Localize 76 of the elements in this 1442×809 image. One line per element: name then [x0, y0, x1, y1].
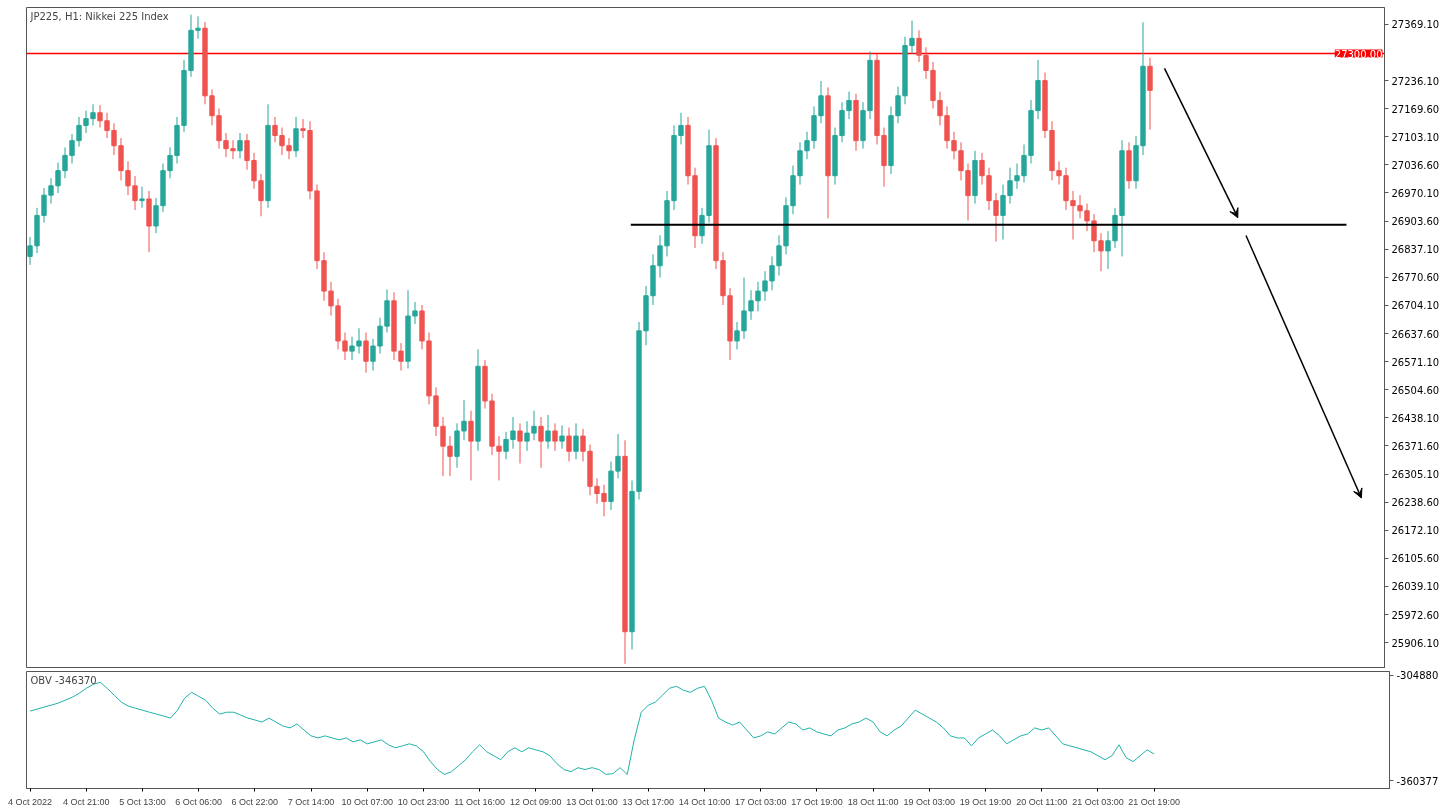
x-tick-label: 17 Oct 19:00: [791, 796, 843, 807]
candlestick: [370, 338, 376, 372]
candlestick: [27, 236, 33, 266]
x-tick-label: 6 Oct 06:00: [175, 796, 222, 807]
candlestick: [468, 410, 474, 481]
x-tick-label: 17 Oct 03:00: [734, 796, 787, 807]
candlestick: [461, 399, 467, 441]
y-tick-label: 27036.60: [1391, 159, 1440, 171]
x-tick-label: 5 Oct 13:00: [119, 796, 166, 807]
y-tick-label: 26438.10: [1391, 412, 1440, 424]
candlestick: [139, 186, 145, 209]
x-tick-label: 13 Oct 01:00: [566, 796, 618, 807]
candlestick: [412, 301, 418, 325]
y-tick-label: 25906.10: [1391, 637, 1440, 649]
x-tick-label: 11 Oct 16:00: [454, 796, 506, 807]
candlestick: [293, 116, 299, 158]
y-tick-label: 25972.60: [1391, 609, 1440, 621]
y-tick-label: -304880: [1396, 670, 1439, 682]
x-tick-label: 14 Oct 10:00: [678, 796, 731, 807]
x-tick-label: 18 Oct 11:00: [847, 796, 899, 807]
x-tick-label: 4 Oct 21:00: [62, 796, 110, 807]
candlestick: [531, 410, 537, 441]
chart-title: OBV -346370: [30, 674, 97, 686]
candlestick: [538, 416, 544, 469]
y-tick-label: 26837.10: [1391, 244, 1440, 256]
candlestick: [573, 422, 579, 460]
x-tick-label: 7 Oct 14:00: [287, 796, 335, 807]
candlestick: [377, 317, 383, 355]
candlestick: [566, 427, 572, 462]
candlestick: [342, 332, 348, 361]
x-tick-label: 12 Oct 09:00: [510, 796, 562, 807]
y-tick-label: 26172.10: [1391, 525, 1440, 537]
x-tick-label: 4 Oct 2022: [8, 796, 53, 807]
y-tick-label: -360377: [1396, 775, 1439, 787]
y-tick-label: 26238.60: [1391, 497, 1440, 509]
y-tick-label: 26504.60: [1391, 384, 1440, 396]
candlestick: [552, 422, 558, 452]
x-tick-label: 21 Oct 03:00: [1072, 796, 1124, 807]
candlestick: [356, 327, 362, 355]
chart-title: JP225, H1: Nikkei 225 Index: [29, 10, 169, 22]
candlestick: [398, 342, 404, 372]
x-tick-label: 19 Oct 19:00: [959, 796, 1012, 807]
candlestick: [237, 132, 243, 159]
candlestick: [762, 270, 768, 302]
x-tick-label: 13 Oct 17:00: [622, 796, 675, 807]
candlestick: [524, 420, 530, 452]
x-tick-label: 6 Oct 22:00: [231, 796, 279, 807]
y-tick-label: 26039.10: [1391, 581, 1440, 593]
x-tick-label: 21 Oct 19:00: [1128, 796, 1180, 807]
y-tick-label: 27103.10: [1391, 131, 1440, 143]
y-tick-label: 26371.60: [1391, 440, 1440, 452]
y-tick-label: 26970.10: [1391, 187, 1440, 199]
y-tick-label: 26637.60: [1391, 328, 1440, 340]
candlestick: [517, 422, 523, 465]
candlestick: [132, 175, 138, 211]
y-tick-label: 27369.10: [1391, 19, 1440, 31]
candlestick: [615, 433, 621, 479]
candlestick: [559, 424, 565, 450]
x-tick-label: 10 Oct 23:00: [397, 796, 450, 807]
candlestick: [349, 336, 355, 361]
y-tick-label: 26770.60: [1391, 272, 1440, 284]
y-tick-label: 26903.60: [1391, 216, 1440, 228]
y-tick-label: 27169.60: [1391, 103, 1440, 115]
x-tick-label: 10 Oct 07:00: [341, 796, 394, 807]
y-tick-label: 26305.10: [1391, 469, 1440, 481]
x-tick-label: 19 Oct 03:00: [903, 796, 956, 807]
candlestick: [363, 332, 369, 374]
y-tick-label: 26105.60: [1391, 553, 1440, 565]
x-tick-label: 20 Oct 11:00: [1016, 796, 1068, 807]
y-tick-label: 26571.10: [1391, 356, 1440, 368]
y-tick-label: 26704.10: [1391, 300, 1440, 312]
candlestick: [328, 281, 334, 317]
ref-line-label: 27300.00: [1334, 48, 1383, 60]
candlestick: [48, 177, 54, 205]
y-tick-label: 27236.10: [1391, 75, 1440, 87]
candlestick: [545, 414, 551, 450]
